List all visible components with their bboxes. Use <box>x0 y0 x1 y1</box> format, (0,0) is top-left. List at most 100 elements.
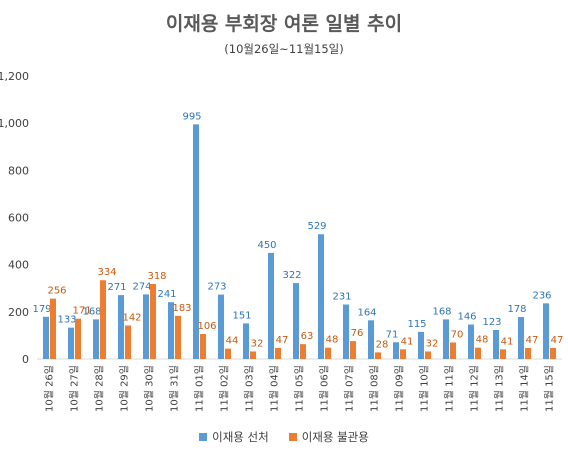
bar-series-2 <box>75 318 81 359</box>
data-label-series-2: 76 <box>351 328 364 339</box>
legend-swatch-series-2 <box>288 433 297 441</box>
chart-title: 이재용 부회장 여론 일별 추이 <box>165 13 403 35</box>
bar-series-1 <box>393 342 399 359</box>
y-tick-label: 200 <box>8 306 29 319</box>
x-tick-label: 10월 27일 <box>69 365 81 412</box>
bar-series-2 <box>50 298 56 359</box>
data-label-series-2: 256 <box>47 286 66 297</box>
bar-series-1 <box>43 316 49 359</box>
data-label-series-2: 32 <box>251 338 264 349</box>
bar-series-2 <box>500 349 506 359</box>
data-label-series-1: 168 <box>432 306 451 317</box>
bar-series-2 <box>150 284 156 359</box>
x-tick-label: 11월 14일 <box>519 365 531 412</box>
data-label-series-1: 179 <box>32 304 51 315</box>
x-tick-label: 11월 07일 <box>344 365 356 412</box>
data-label-series-2: 41 <box>401 336 414 347</box>
bar-series-2 <box>200 334 206 359</box>
bar-series-1 <box>493 329 499 359</box>
bar-series-1 <box>243 323 249 359</box>
bar-series-1 <box>168 302 174 359</box>
bar-series-1 <box>368 320 374 359</box>
data-label-series-1: 164 <box>357 307 376 318</box>
bar-series-1 <box>343 304 349 359</box>
data-label-series-2: 47 <box>551 335 564 346</box>
y-tick-label: 1,000 <box>0 117 29 130</box>
bar-series-2 <box>550 347 556 359</box>
chart-subtitle: (10월26일~11월15일) <box>224 42 344 56</box>
x-tick-label: 11월 09일 <box>394 365 406 412</box>
data-label-series-2: 28 <box>376 339 389 350</box>
legend: 이재용 선처 이재용 불관용 <box>0 429 568 445</box>
data-label-series-1: 273 <box>207 282 226 293</box>
bar-series-1 <box>443 319 449 359</box>
x-tick-label: 11월 05일 <box>294 365 306 412</box>
data-label-series-2: 63 <box>301 331 314 342</box>
data-label-series-2: 334 <box>97 267 116 278</box>
bar-series-1 <box>93 319 99 359</box>
bar-series-2 <box>375 352 381 359</box>
bar-series-2 <box>175 315 181 359</box>
x-tick-label: 11월 10일 <box>419 365 431 412</box>
data-label-series-1: 529 <box>307 221 326 232</box>
x-tick-label: 11월 13일 <box>494 365 506 412</box>
bar-series-2 <box>475 347 481 359</box>
bar-series-2 <box>425 351 431 359</box>
bar-series-1 <box>218 294 224 359</box>
data-label-series-2: 44 <box>226 336 239 347</box>
y-tick-label: 600 <box>8 212 29 225</box>
y-tick-label: 0 <box>22 353 29 366</box>
bar-series-1 <box>318 234 324 359</box>
bar-series-2 <box>125 325 131 359</box>
data-label-series-2: 32 <box>426 338 439 349</box>
x-tick-label: 10월 29일 <box>119 365 131 412</box>
bar-series-2 <box>325 347 331 359</box>
data-label-series-1: 133 <box>57 315 76 326</box>
bar-series-1 <box>468 324 474 359</box>
y-tick-label: 400 <box>8 259 29 272</box>
bar-series-1 <box>518 317 524 359</box>
legend-item-series-2: 이재용 불관용 <box>288 429 369 445</box>
x-tick-label: 11월 03일 <box>244 365 256 412</box>
data-label-series-1: 178 <box>507 304 526 315</box>
data-label-series-2: 70 <box>451 329 464 340</box>
data-label-series-2: 171 <box>72 306 91 317</box>
x-tick-label: 11월 15일 <box>544 365 556 412</box>
bar-series-1 <box>268 252 274 359</box>
bar-series-2 <box>450 342 456 359</box>
data-label-series-1: 146 <box>457 312 476 323</box>
data-label-series-2: 47 <box>276 335 289 346</box>
x-tick-label: 10월 28일 <box>94 365 106 412</box>
bar-series-2 <box>250 351 256 359</box>
data-label-series-2: 47 <box>526 335 539 346</box>
y-tick-label: 800 <box>8 164 29 177</box>
bar-series-2 <box>225 348 231 359</box>
data-label-series-1: 995 <box>182 111 201 122</box>
bar-series-2 <box>275 347 281 359</box>
bar-series-1 <box>418 331 424 359</box>
legend-item-series-1: 이재용 선처 <box>199 429 269 445</box>
data-label-series-1: 274 <box>132 281 151 292</box>
bar-series-1 <box>68 327 74 359</box>
x-tick-label: 10월 30일 <box>144 365 156 412</box>
data-label-series-2: 41 <box>501 336 514 347</box>
bar-series-2 <box>100 280 106 359</box>
data-label-series-1: 115 <box>407 319 426 330</box>
data-label-series-1: 322 <box>282 270 301 281</box>
bar-series-2 <box>525 347 531 359</box>
data-label-series-2: 142 <box>122 313 141 324</box>
data-label-series-1: 231 <box>332 292 351 303</box>
data-label-series-2: 48 <box>476 335 489 346</box>
data-label-series-1: 450 <box>257 240 276 251</box>
legend-swatch-series-1 <box>199 433 208 441</box>
bar-series-1 <box>143 294 149 359</box>
data-label-series-1: 168 <box>82 306 101 317</box>
data-label-series-2: 106 <box>197 321 216 332</box>
bar-series-2 <box>400 349 406 359</box>
bar-series-2 <box>300 344 306 359</box>
data-label-series-2: 183 <box>172 303 191 314</box>
x-tick-label: 10월 26일 <box>44 365 56 412</box>
y-tick-label: 1,200 <box>0 70 29 83</box>
